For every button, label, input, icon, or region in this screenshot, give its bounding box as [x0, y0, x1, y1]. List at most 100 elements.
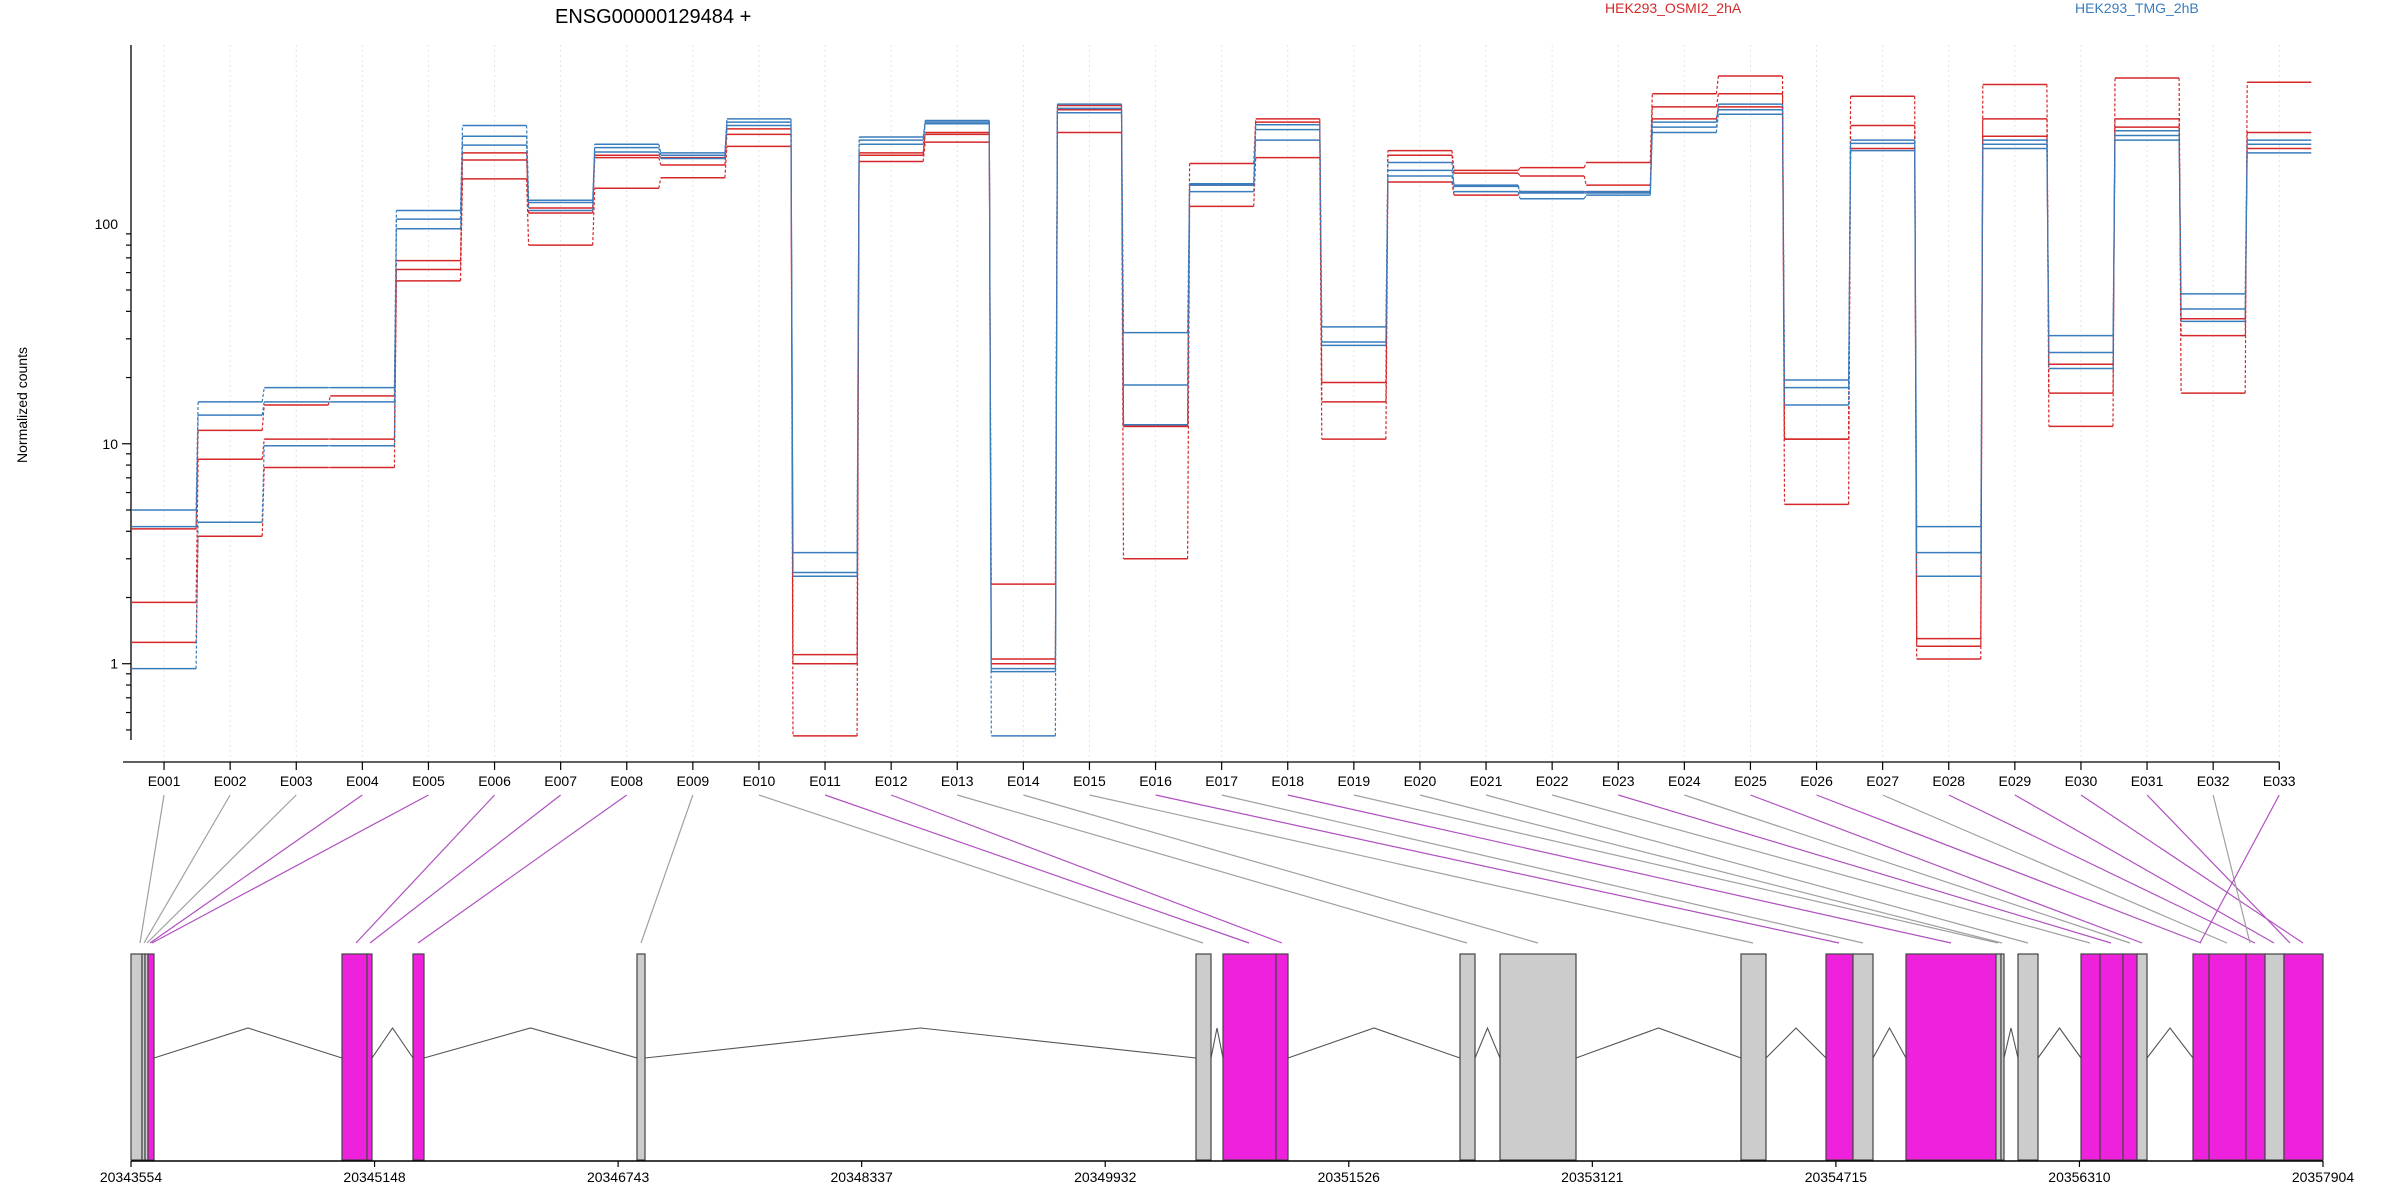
series-transition [1517, 172, 1521, 177]
exon-tick-label: E031 [2131, 773, 2164, 789]
exon-box [2000, 953, 2005, 1161]
exon-tick-label: E016 [1139, 773, 1172, 789]
intron-line [1765, 1027, 1827, 1059]
series-transition [1517, 186, 1521, 194]
series-transition [2046, 140, 2050, 336]
series-transition [261, 401, 265, 416]
exon-tick-label: E006 [478, 773, 511, 789]
series-transition [1319, 140, 1323, 346]
exon-connector [146, 794, 297, 944]
exon-connector [2080, 794, 2304, 944]
exon-axis: E001 E002 E003 E004 E005 E006 E007 E008 E009 E010… [123, 761, 2296, 789]
chart-title: ENSG00000129484 + [555, 6, 751, 28]
series-transition [1517, 191, 1521, 199]
exon-connector [1684, 794, 2131, 944]
exon-box [2283, 953, 2324, 1161]
exon-box [1740, 953, 1767, 1161]
series-transition [1451, 162, 1455, 186]
exon-connector [1882, 794, 2228, 944]
series-transition [526, 145, 530, 211]
exon-connector [151, 794, 429, 944]
genomic-tick-label: 20354715 [1805, 1169, 1868, 1185]
series-transition [1914, 143, 1918, 553]
series-transition [261, 404, 265, 431]
series-transition [790, 146, 794, 736]
series-transition [1583, 194, 1587, 200]
exon-box [2208, 953, 2247, 1161]
exon-connector [640, 794, 694, 944]
series-transition [2112, 140, 2116, 369]
series-transition [261, 387, 265, 402]
exon-tick-label: E007 [544, 773, 577, 789]
exon-tick-label: E015 [1073, 773, 1106, 789]
series-osmi2-1 [132, 93, 2312, 665]
exon-tick-label: E028 [1932, 773, 1965, 789]
exon-connector [1485, 794, 2029, 944]
intron-line [423, 1027, 638, 1059]
intron-line [371, 1027, 414, 1059]
exon-connector [355, 794, 495, 944]
intron-line [2037, 1027, 2082, 1059]
genomic-tick-label: 20348337 [831, 1169, 894, 1185]
series-transition [724, 146, 728, 178]
exon-tick-label: E009 [676, 773, 709, 789]
genomic-tick-label: 20356310 [2048, 1169, 2111, 1185]
intron-line [2003, 1027, 2019, 1059]
exon-tick-label: E030 [2065, 773, 2098, 789]
series-transition [724, 134, 728, 166]
exon-connector [1750, 794, 2143, 944]
legend-entry-tmg: HEK293_TMG_2hB [2075, 0, 2199, 16]
y-tick-label: 1 [110, 656, 118, 672]
exon-tick-label: E002 [214, 773, 247, 789]
series-transition [1253, 140, 1257, 192]
series-transition [261, 439, 265, 460]
series-transition [2046, 148, 2050, 369]
series-transition [459, 178, 464, 281]
series-transition [393, 280, 397, 468]
series-transition [988, 122, 992, 669]
series-transition [658, 157, 662, 166]
series-transition [1715, 93, 1719, 107]
series-transition [459, 145, 464, 229]
series-transition [856, 144, 860, 577]
series-transition [2244, 152, 2248, 322]
series-transition [1715, 104, 1719, 123]
series-transition [195, 522, 199, 669]
series-transition [1517, 184, 1521, 192]
exon-box [2080, 953, 2101, 1161]
exon-connector [1353, 794, 1999, 944]
series-transition [1120, 109, 1125, 427]
exon-tick-label: E003 [280, 773, 313, 789]
exon-connector [2146, 794, 2291, 944]
exon-box [2264, 953, 2285, 1161]
exon-tick-label: E019 [1337, 773, 1370, 789]
genomic-tick-label: 20345148 [343, 1169, 406, 1185]
exon-tick-label: E033 [2263, 773, 2296, 789]
series-transition [195, 430, 199, 529]
series-transition [922, 142, 926, 162]
exon-connector [1023, 794, 1539, 944]
exon-box [1459, 953, 1476, 1161]
series-transition [1385, 181, 1389, 440]
genomic-tick-label: 20343554 [100, 1169, 163, 1185]
exon-tick-label: E026 [1800, 773, 1833, 789]
exon-box [2122, 953, 2138, 1161]
exon-box [130, 953, 143, 1161]
series-transition [988, 123, 992, 672]
exon-connector [957, 794, 1468, 944]
series-transition [1847, 143, 1852, 388]
exon-connector [824, 794, 1250, 944]
exon-box [1905, 953, 1997, 1161]
exon-box [1852, 953, 1874, 1161]
genomic-tick-label: 20353121 [1561, 1169, 1624, 1185]
series-transition [195, 459, 199, 603]
exon-connector [417, 794, 628, 944]
series-transition [1847, 150, 1852, 406]
series-transition [1715, 109, 1719, 128]
exon-connector [149, 794, 363, 944]
intron-line [644, 1027, 1197, 1059]
exon-box [636, 953, 646, 1161]
exon-box [2245, 953, 2266, 1161]
exon-connector [2014, 794, 2275, 944]
